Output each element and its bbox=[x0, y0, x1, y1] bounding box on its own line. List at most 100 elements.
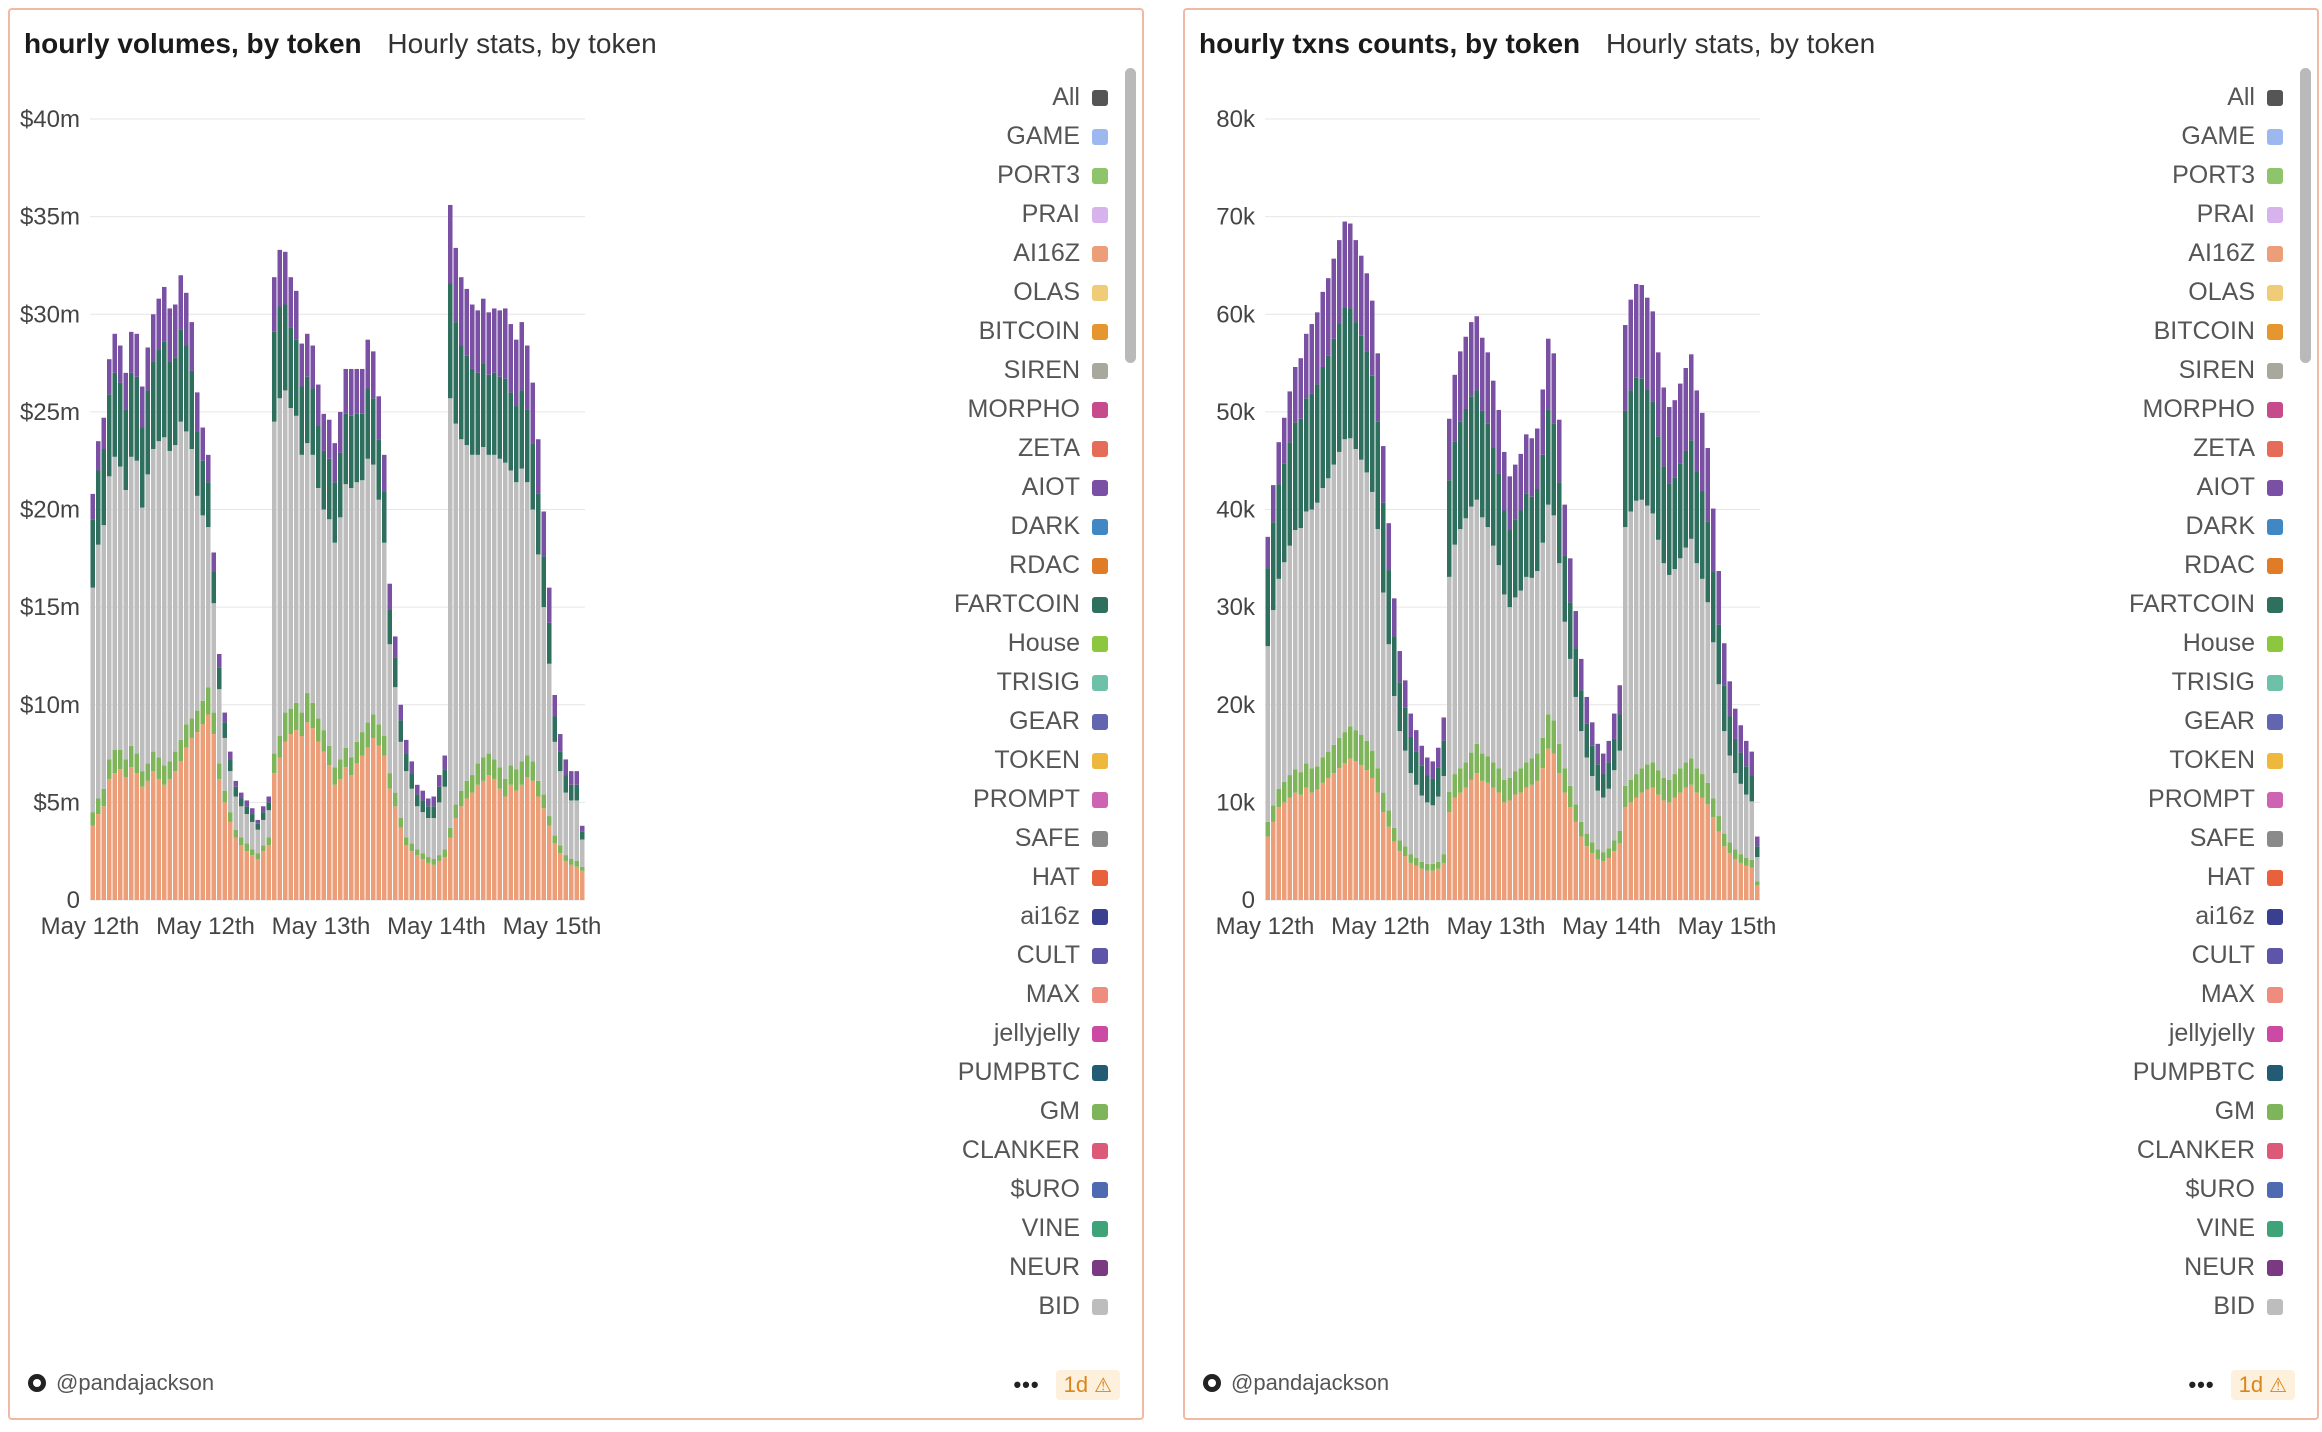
bar-segment-bid[interactable] bbox=[343, 484, 349, 748]
bar-segment-bid[interactable] bbox=[1744, 794, 1749, 859]
bar-segment-gm[interactable] bbox=[1612, 840, 1617, 852]
bar-segment-bid[interactable] bbox=[1722, 731, 1727, 834]
bar-segment-fartcoin[interactable] bbox=[162, 341, 167, 438]
bar-segment-bid[interactable] bbox=[1342, 439, 1348, 733]
bar-segment-fartcoin[interactable] bbox=[272, 331, 277, 422]
bar-segment-ai16z[interactable] bbox=[206, 714, 211, 900]
bar-segment-ai16z[interactable] bbox=[338, 778, 343, 900]
bar-segment-fartcoin[interactable] bbox=[536, 493, 541, 555]
bar-segment-ai16z[interactable] bbox=[1276, 807, 1282, 900]
bar-segment-ai16z[interactable] bbox=[228, 821, 233, 900]
legend-item[interactable]: jellyjelly bbox=[828, 1014, 1108, 1053]
bar-segment-bid[interactable] bbox=[1546, 504, 1551, 715]
bar-segment-gm[interactable] bbox=[178, 739, 184, 762]
bar-segment-gm[interactable] bbox=[437, 855, 442, 861]
bar-segment-ai16z[interactable] bbox=[1507, 800, 1513, 900]
bar-segment-aiot[interactable] bbox=[1441, 717, 1447, 741]
bar-segment-aiot[interactable] bbox=[189, 322, 195, 371]
bar-segment-aiot[interactable] bbox=[563, 759, 569, 776]
bar-segment-bid[interactable] bbox=[470, 454, 475, 776]
bar-segment-gm[interactable] bbox=[1331, 744, 1337, 774]
bar-segment-aiot[interactable] bbox=[288, 277, 294, 328]
bar-segment-bid[interactable] bbox=[228, 771, 233, 813]
bar-segment-fartcoin[interactable] bbox=[1623, 410, 1628, 528]
bar-segment-aiot[interactable] bbox=[1727, 681, 1733, 717]
bar-segment-aiot[interactable] bbox=[1557, 419, 1562, 483]
bar-segment-gm[interactable] bbox=[1364, 740, 1370, 771]
bar-segment-bid[interactable] bbox=[1755, 857, 1760, 882]
bar-segment-aiot[interactable] bbox=[283, 251, 288, 305]
bar-segment-bid[interactable] bbox=[365, 458, 371, 723]
bar-segment-ai16z[interactable] bbox=[1529, 784, 1535, 900]
bar-segment-gm[interactable] bbox=[1370, 750, 1375, 778]
bar-segment-fartcoin[interactable] bbox=[1617, 714, 1623, 751]
bar-segment-bid[interactable] bbox=[503, 462, 508, 779]
bar-segment-bid[interactable] bbox=[1480, 517, 1485, 754]
bar-segment-aiot[interactable] bbox=[1447, 418, 1452, 481]
bar-segment-aiot[interactable] bbox=[1408, 713, 1414, 737]
bar-segment-bid[interactable] bbox=[1419, 795, 1425, 862]
bar-segment-aiot[interactable] bbox=[1342, 221, 1348, 308]
bar-segment-fartcoin[interactable] bbox=[129, 372, 134, 457]
bar-segment-ai16z[interactable] bbox=[1381, 812, 1386, 900]
bar-segment-bid[interactable] bbox=[1463, 518, 1469, 763]
bar-segment-bid[interactable] bbox=[1370, 491, 1375, 751]
bar-segment-fartcoin[interactable] bbox=[1634, 377, 1639, 501]
bar-segment-fartcoin[interactable] bbox=[448, 283, 453, 399]
bar-segment-fartcoin[interactable] bbox=[283, 304, 288, 391]
bar-segment-gm[interactable] bbox=[1551, 720, 1557, 754]
bar-segment-bid[interactable] bbox=[569, 800, 574, 859]
bar-segment-aiot[interactable] bbox=[376, 396, 382, 440]
bar-segment-bid[interactable] bbox=[1678, 558, 1683, 769]
bar-segment-aiot[interactable] bbox=[1331, 258, 1337, 339]
bar-segment-aiot[interactable] bbox=[519, 322, 525, 391]
bar-segment-ai16z[interactable] bbox=[431, 864, 437, 900]
bar-segment-fartcoin[interactable] bbox=[195, 431, 200, 496]
bar-segment-ai16z[interactable] bbox=[365, 747, 371, 900]
bar-segment-aiot[interactable] bbox=[206, 454, 211, 483]
bar-segment-fartcoin[interactable] bbox=[310, 388, 316, 455]
bar-segment-bid[interactable] bbox=[272, 421, 277, 754]
bar-segment-gm[interactable] bbox=[536, 780, 541, 797]
bar-segment-aiot[interactable] bbox=[492, 308, 497, 373]
bar-segment-ai16z[interactable] bbox=[1518, 792, 1524, 900]
bar-segment-aiot[interactable] bbox=[525, 345, 530, 410]
bar-segment-aiot[interactable] bbox=[321, 413, 327, 451]
bar-segment-fartcoin[interactable] bbox=[349, 415, 354, 489]
bar-segment-gm[interactable] bbox=[1634, 774, 1639, 798]
bar-segment-bid[interactable] bbox=[580, 839, 585, 867]
bar-segment-aiot[interactable] bbox=[497, 310, 503, 377]
bar-segment-aiot[interactable] bbox=[173, 304, 178, 358]
bar-segment-fartcoin[interactable] bbox=[503, 378, 508, 463]
bar-segment-bid[interactable] bbox=[1315, 502, 1320, 767]
bar-segment-gm[interactable] bbox=[1645, 764, 1650, 790]
bar-segment-ai16z[interactable] bbox=[1430, 870, 1436, 900]
bar-segment-ai16z[interactable] bbox=[541, 808, 547, 900]
bar-segment-gm[interactable] bbox=[1480, 753, 1485, 781]
bar-segment-ai16z[interactable] bbox=[1678, 792, 1683, 900]
bar-segment-ai16z[interactable] bbox=[217, 778, 222, 900]
bar-segment-fartcoin[interactable] bbox=[569, 784, 574, 801]
legend-item[interactable]: PUMPBTC bbox=[2003, 1053, 2283, 1092]
bar-segment-aiot[interactable] bbox=[1694, 390, 1700, 472]
bar-segment-bid[interactable] bbox=[354, 482, 360, 742]
bar-segment-fartcoin[interactable] bbox=[338, 452, 343, 518]
bar-segment-gm[interactable] bbox=[1705, 782, 1711, 805]
bar-segment-gm[interactable] bbox=[1348, 726, 1353, 759]
bar-segment-ai16z[interactable] bbox=[261, 851, 266, 900]
bar-segment-gm[interactable] bbox=[1430, 863, 1436, 871]
bar-segment-gm[interactable] bbox=[294, 702, 299, 731]
bar-segment-gm[interactable] bbox=[503, 778, 508, 797]
bar-segment-bid[interactable] bbox=[1502, 594, 1507, 780]
bar-segment-aiot[interactable] bbox=[398, 704, 404, 721]
bar-segment-gm[interactable] bbox=[173, 751, 178, 772]
bar-segment-bid[interactable] bbox=[1595, 790, 1601, 850]
bar-segment-gm[interactable] bbox=[162, 765, 167, 785]
bar-segment-fartcoin[interactable] bbox=[1667, 483, 1672, 575]
bar-segment-aiot[interactable] bbox=[387, 583, 393, 610]
bar-segment-aiot[interactable] bbox=[1749, 751, 1755, 776]
legend-item[interactable]: CLANKER bbox=[2003, 1131, 2283, 1170]
bar-segment-gm[interactable] bbox=[1529, 758, 1535, 785]
bar-segment-ai16z[interactable] bbox=[288, 734, 294, 900]
bar-segment-aiot[interactable] bbox=[151, 314, 156, 362]
